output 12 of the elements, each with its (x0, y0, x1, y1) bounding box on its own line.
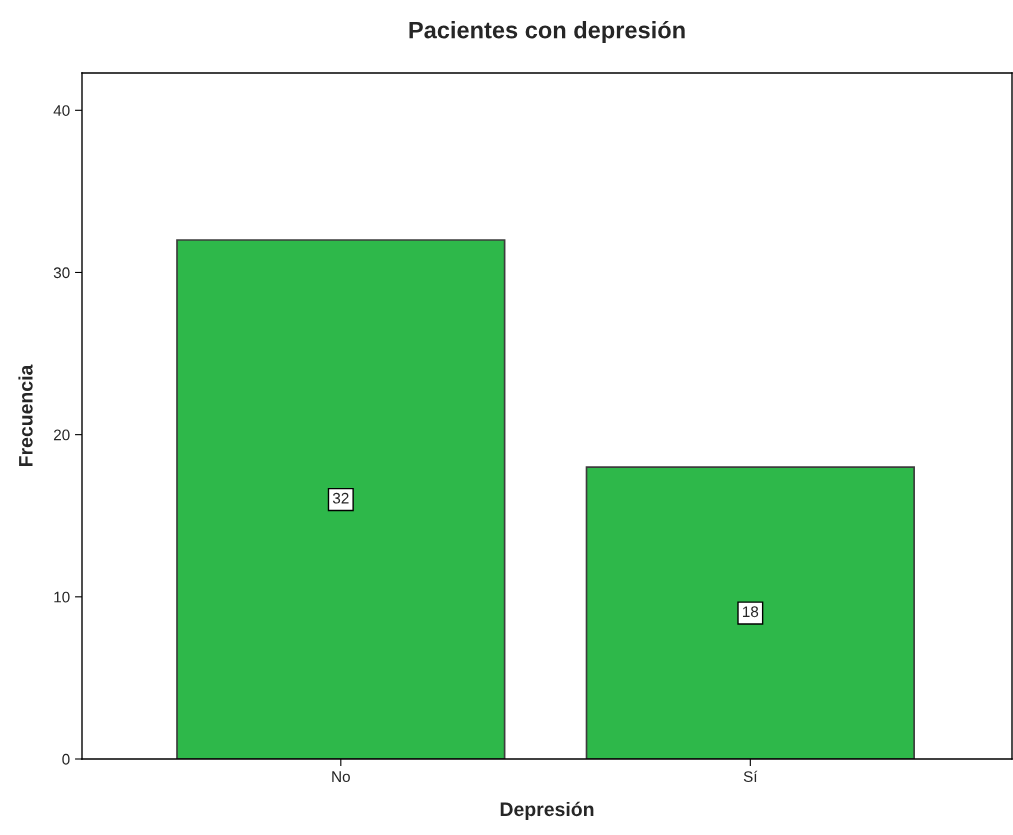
x-axis-title: Depresión (500, 801, 594, 821)
y-tick-label: 0 (62, 753, 70, 765)
x-tick-label: Sí (743, 770, 758, 783)
x-tick-label: No (332, 771, 350, 783)
data-label: 18 (742, 606, 759, 618)
y-tick-label: 40 (53, 105, 70, 116)
chart-title: Pacientes con depresión (409, 20, 685, 44)
y-tick-label: 10 (54, 591, 70, 603)
y-axis-title: Frecuencia (18, 364, 33, 467)
data-label: 32 (332, 492, 349, 504)
y-tick-label: 30 (53, 267, 70, 279)
y-tick-label: 20 (53, 429, 70, 441)
